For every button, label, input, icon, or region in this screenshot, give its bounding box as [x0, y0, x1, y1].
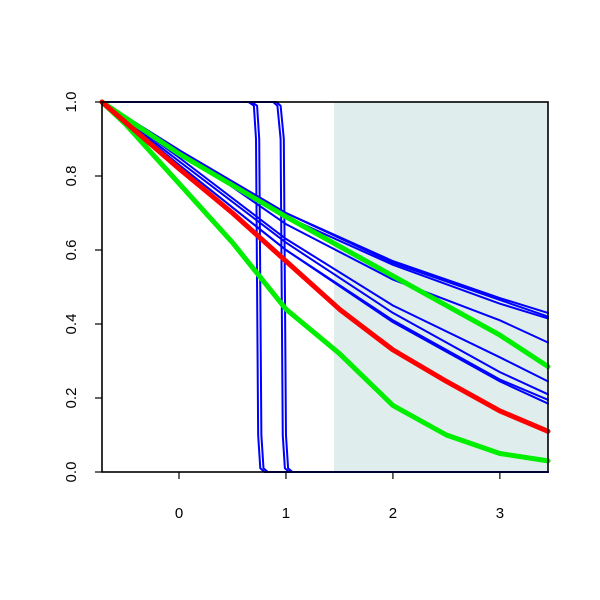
x-tick-label: 0 — [175, 505, 183, 522]
y-tick-label: 0.0 — [63, 462, 80, 483]
y-tick-label: 0.2 — [63, 388, 80, 409]
series-line-13 — [99, 99, 551, 370]
series-layer — [99, 99, 551, 473]
y-tick-label: 0.4 — [63, 314, 80, 335]
series-line-14 — [99, 99, 551, 464]
series-line-15 — [99, 99, 551, 434]
y-tick-label: 0.6 — [63, 240, 80, 261]
shaded-region-layer — [334, 102, 548, 472]
x-tick-label: 3 — [496, 505, 504, 522]
series-line-1 — [101, 101, 549, 473]
series-line-4 — [101, 101, 549, 473]
x-tick-label: 1 — [282, 505, 290, 522]
y-tick-label: 1.0 — [63, 92, 80, 113]
series-line-8 — [101, 101, 549, 344]
y-tick-label: 0.8 — [63, 166, 80, 187]
series-line-9 — [101, 101, 549, 383]
x-axis: 0 1 2 3 — [175, 472, 504, 522]
plot-frame — [101, 101, 549, 473]
y-axis: 0.0 0.2 0.4 0.6 0.8 1.0 — [63, 92, 102, 483]
series-line-3 — [101, 101, 549, 473]
shaded-region — [334, 102, 548, 472]
x-tick-label: 2 — [389, 505, 397, 522]
series-line-2 — [101, 101, 549, 473]
series-line-10 — [101, 101, 549, 396]
